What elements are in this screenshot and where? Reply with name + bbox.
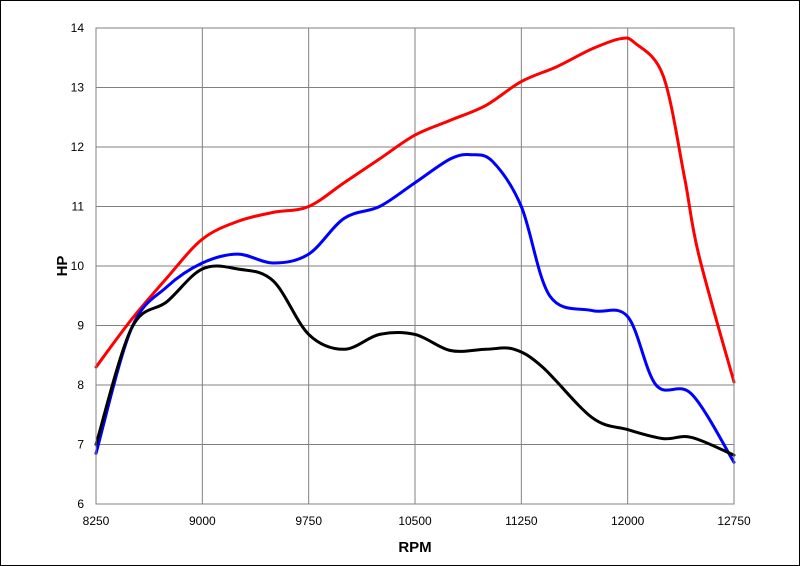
y-tick-label: 6 [77, 497, 84, 511]
series-line-3 [94, 264, 736, 457]
y-tick-label: 9 [77, 319, 84, 333]
x-tick-label: 8250 [83, 514, 110, 528]
series-line-2 [94, 152, 736, 464]
y-tick-label: 10 [71, 259, 85, 273]
x-tick-label: 12000 [611, 514, 645, 528]
y-tick-label: 7 [77, 438, 84, 452]
x-tick-label: 9750 [295, 514, 322, 528]
y-tick-label: 13 [71, 81, 85, 95]
series-line-1 [94, 36, 736, 384]
x-tick-labels: 8250 9000 9750 10500 11250 12000 12750 [83, 514, 751, 528]
y-tick-label: 8 [77, 378, 84, 392]
series-group [94, 36, 736, 464]
y-tick-label: 12 [71, 140, 85, 154]
plot-border [95, 27, 735, 505]
y-tick-label: 14 [71, 21, 85, 35]
y-tick-label: 11 [72, 200, 85, 214]
x-tick-label: 10500 [398, 514, 432, 528]
x-tick-label: 11250 [505, 514, 538, 528]
x-tick-label: 12750 [717, 514, 751, 528]
x-tick-label: 9000 [189, 514, 216, 528]
y-tick-labels: 6 7 8 9 10 11 12 13 14 [71, 21, 85, 511]
y-axis-label: HP [54, 256, 71, 277]
x-axis-label: RPM [398, 539, 431, 556]
